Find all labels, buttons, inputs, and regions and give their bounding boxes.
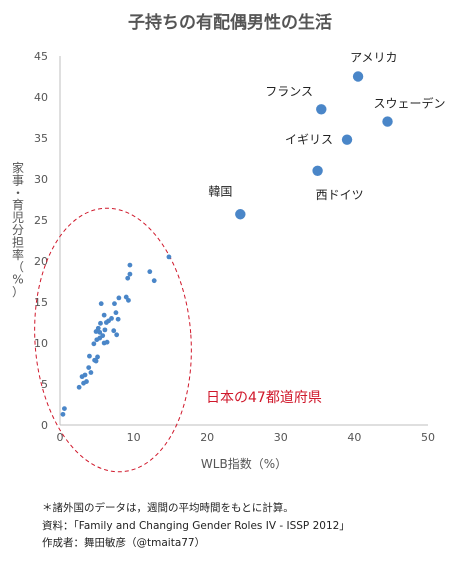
prefecture-point — [98, 301, 104, 307]
y-tick-label: 20 — [34, 255, 48, 268]
y-tick-label: 30 — [34, 173, 48, 186]
country-point — [352, 71, 364, 82]
prefecture-point — [102, 327, 108, 333]
country-label: フランス — [265, 84, 313, 98]
prefecture-point — [84, 379, 89, 384]
data-points — [60, 71, 393, 417]
prefecture-point — [113, 310, 119, 316]
prefecture-point — [76, 384, 82, 390]
country-label: 西ドイツ — [316, 188, 364, 202]
y-tick-label: 25 — [34, 214, 48, 227]
prefecture-point — [166, 254, 172, 260]
y-tick-label: 45 — [34, 50, 48, 63]
prefecture-point — [111, 328, 117, 334]
prefecture-point — [116, 295, 122, 301]
prefecture-point — [112, 301, 117, 307]
prefecture-point — [147, 269, 153, 275]
footnotes: ＊諸外国のデータは，週間の平均時間をもとに計算。 資料：「Family and … — [42, 500, 350, 553]
country-label: アメリカ — [350, 51, 397, 65]
footnote-author: 作成者：舞田敏彦（@tmaita77） — [42, 537, 206, 549]
y-tick-label: 40 — [34, 91, 48, 104]
x-tick-label: 20 — [200, 431, 214, 444]
y-tick-label: 0 — [41, 419, 48, 432]
prefecture-point — [127, 271, 133, 277]
x-axis-label: WLB指数（%） — [201, 456, 287, 471]
y-axis-label: 家事・育児分担率（%） — [12, 160, 24, 299]
y-tick-label: 15 — [34, 296, 48, 309]
prefecture-point — [97, 329, 103, 335]
x-tick-label: 0 — [57, 431, 64, 444]
highlight-ellipse — [34, 207, 192, 473]
chart-axes: 0 5 10 15 20 25 30 35 40 45 0 10 20 30 40 50 WLB指数（%） 家事・… — [12, 50, 435, 471]
prefecture-point — [101, 312, 107, 318]
country-label: スウェーデン — [374, 96, 446, 111]
prefecture-point — [125, 275, 131, 281]
country-point — [316, 104, 327, 115]
country-point — [341, 134, 353, 145]
y-tick-label: 10 — [34, 337, 48, 350]
prefecture-point — [114, 332, 120, 338]
prefecture-point — [95, 354, 100, 360]
country-label: イギリス — [285, 133, 333, 147]
footnote-source: 資料：「Family and Changing Gender Roles IV … — [42, 519, 350, 532]
x-tick-label: 40 — [347, 431, 361, 444]
highlight-region: 日本の47都道府県 — [34, 207, 322, 473]
prefecture-point — [86, 365, 92, 370]
x-tick-label: 50 — [421, 431, 435, 444]
prefecture-point — [93, 358, 99, 364]
prefecture-point — [104, 339, 110, 345]
prefecture-point — [151, 278, 157, 284]
chart-title: 子持ちの有配偶男性の生活 — [128, 12, 332, 33]
y-tick-label: 35 — [34, 132, 48, 145]
prefecture-point — [87, 353, 92, 359]
prefecture-point — [91, 341, 97, 347]
country-point — [312, 165, 323, 176]
prefecture-point — [60, 411, 66, 417]
prefecture-point — [88, 370, 94, 375]
highlight-label: 日本の47都道府県 — [206, 390, 322, 406]
prefecture-point — [127, 262, 133, 268]
prefecture-point — [100, 333, 106, 339]
x-tick-label: 30 — [274, 431, 288, 444]
country-label: 韓国 — [208, 184, 232, 198]
prefecture-point — [115, 316, 121, 322]
country-point — [235, 209, 246, 220]
prefecture-point — [126, 297, 131, 303]
footnote-note: ＊諸外国のデータは，週間の平均時間をもとに計算。 — [42, 502, 294, 514]
prefecture-point — [95, 325, 101, 331]
prefecture-point — [109, 316, 114, 321]
prefecture-point — [62, 406, 67, 411]
country-point — [382, 116, 393, 127]
y-tick-label: 5 — [41, 378, 48, 391]
x-tick-label: 10 — [127, 431, 141, 444]
prefecture-point — [98, 320, 103, 326]
prefecture-point — [82, 372, 88, 378]
